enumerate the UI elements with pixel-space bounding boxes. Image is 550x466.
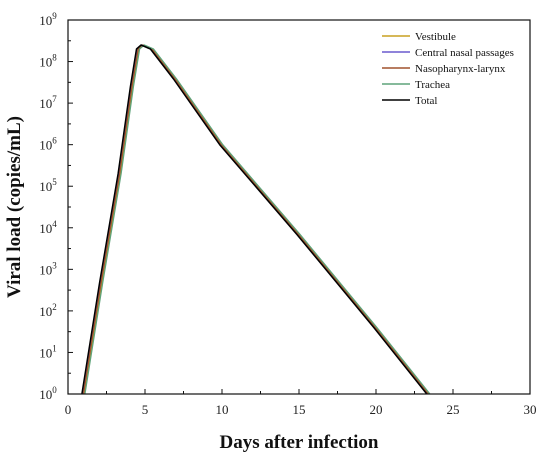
- x-axis: 0 5 10 15 20 25 30: [65, 389, 537, 417]
- legend-label-central-nasal-passages: Central nasal passages: [415, 47, 514, 59]
- y-axis-title: Viral load (copies/mL): [4, 116, 25, 298]
- x-axis-title: Days after infection: [219, 432, 378, 453]
- legend-label-total: Total: [415, 95, 437, 107]
- y-tick-label: 104: [39, 219, 57, 236]
- y-tick-label: 101: [39, 343, 57, 360]
- x-tick-label: 30: [524, 402, 537, 417]
- legend-label-vestibule: Vestibule: [415, 31, 456, 43]
- y-tick-label: 103: [39, 260, 57, 277]
- x-tick-label: 15: [293, 402, 306, 417]
- y-tick-label: 100: [39, 385, 57, 402]
- x-tick-label: 20: [370, 402, 383, 417]
- x-tick-label: 5: [142, 402, 149, 417]
- series-line-trachea: [84, 44, 431, 395]
- legend-label-trachea: Trachea: [415, 79, 450, 91]
- y-axis: 100 101 102 103 104 105 106 107 108 109: [39, 11, 73, 402]
- y-tick-label: 108: [39, 53, 57, 70]
- legend-label-nasopharynx-larynx: Nasopharynx-larynx: [415, 63, 506, 75]
- legend: Vestibule Central nasal passages Nasophary…: [382, 31, 514, 107]
- y-tick-label: 106: [39, 136, 57, 153]
- y-tick-label: 102: [39, 302, 57, 319]
- x-tick-label: 25: [447, 402, 460, 417]
- x-tick-label: 0: [65, 402, 72, 417]
- series-layer: [81, 44, 431, 395]
- y-tick-label: 105: [39, 177, 57, 194]
- x-tick-label: 10: [216, 402, 229, 417]
- y-tick-label: 109: [39, 11, 57, 28]
- series-line-total: [81, 44, 428, 395]
- y-tick-label: 107: [39, 94, 57, 111]
